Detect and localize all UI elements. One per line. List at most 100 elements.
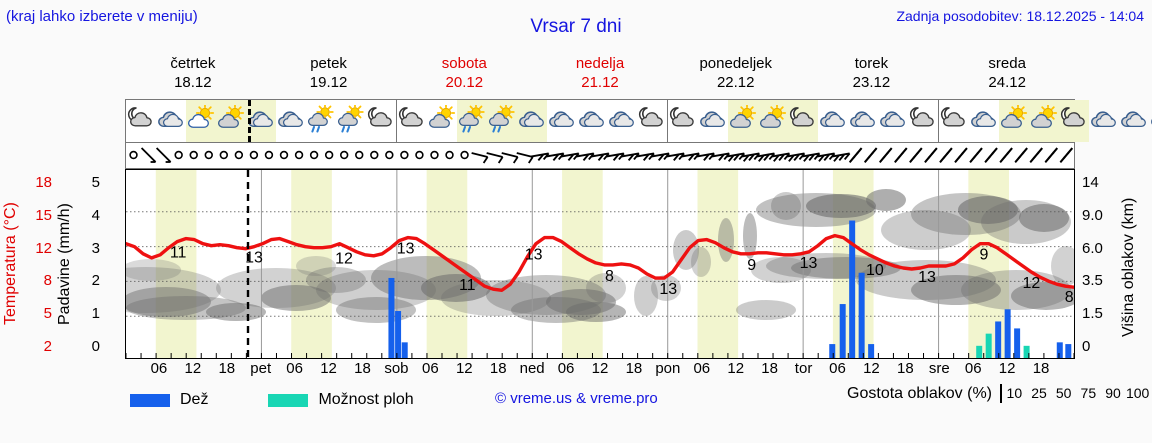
cloud-density-legend: Gostota oblakov (%) 10 25 50 75 90 100 xyxy=(847,384,1150,403)
day-name: četrtek xyxy=(170,55,216,72)
weather-icon-cloud-moon xyxy=(126,100,156,142)
day-header-0: četrtek 18.12 xyxy=(125,55,261,98)
time-tick-label: 12 xyxy=(591,360,609,377)
weather-icon-cloud-rain-sun xyxy=(487,100,517,142)
page-title: Vrsar 7 dni xyxy=(530,16,622,37)
time-tick-label: 12 xyxy=(863,360,880,377)
location-hint: (kraj lahko izberete v meniju) xyxy=(6,8,198,25)
weather-icon-cloud xyxy=(276,100,306,142)
cloud-density-gradient: 10 25 50 75 90 100 xyxy=(1000,384,1150,403)
weather-icon-cloud-moon xyxy=(788,100,818,142)
weather-icon-cloud-moon xyxy=(397,100,427,142)
showers-swatch xyxy=(268,393,309,407)
svg-text:12: 12 xyxy=(335,251,353,268)
time-tick-label: 18 xyxy=(1032,360,1050,377)
axis-tick: 8 xyxy=(43,272,52,290)
weather-icon-cloud xyxy=(607,100,637,142)
day-date: 24.12 xyxy=(988,73,1026,91)
day-name: petek xyxy=(310,55,347,72)
weather-icon-row xyxy=(125,99,1152,143)
weather-icon-cloud-rain-sun xyxy=(457,100,487,142)
time-tick-label: 06 xyxy=(150,360,168,377)
time-tick-label: ned xyxy=(519,360,545,377)
svg-text:13: 13 xyxy=(397,241,415,258)
time-tick-label: 18 xyxy=(761,360,778,377)
axis-tick: 3.5 xyxy=(1082,272,1103,290)
svg-text:9: 9 xyxy=(747,257,756,274)
time-tick-label: sob xyxy=(384,360,409,377)
weather-icon-cloud-sun xyxy=(758,100,788,142)
icon-day-0 xyxy=(126,100,397,142)
weather-icon-cloud-sun xyxy=(728,100,758,142)
axis-tick: 18 xyxy=(35,174,52,191)
axis-tick: 2 xyxy=(43,338,52,355)
weather-icon-cloud-sun xyxy=(427,100,457,142)
weather-icon-cloud xyxy=(878,100,908,142)
svg-text:11: 11 xyxy=(459,277,476,294)
time-tick-label: 18 xyxy=(625,360,643,377)
weather-icon-cloud-moon xyxy=(637,100,667,142)
time-tick-label: 06 xyxy=(693,360,711,377)
day-header-3: nedelja 21.12 xyxy=(532,55,668,98)
time-tick-label: 06 xyxy=(964,360,982,377)
day-header-2: sobota 20.12 xyxy=(396,55,532,98)
weather-icon-cloud-sun-blue xyxy=(186,100,216,142)
time-tick-label: 18 xyxy=(489,360,507,377)
day-date: 23.12 xyxy=(852,73,891,91)
day-name: sobota xyxy=(441,55,487,72)
svg-text:12: 12 xyxy=(1022,275,1040,292)
weather-icon-cloud-moon xyxy=(1059,100,1089,142)
weather-icon-cloud-sun xyxy=(999,100,1029,142)
precipitation-axis-title: Padavine (mm/h) xyxy=(56,203,73,325)
icon-day-3 xyxy=(939,100,1152,142)
axis-tick: 4 xyxy=(91,206,100,224)
time-tick-label: 06 xyxy=(557,360,575,377)
time-tick-label: 12 xyxy=(184,360,202,377)
axis-tick: 5 xyxy=(91,174,100,191)
cloud-density-tick: 100 xyxy=(1125,385,1150,401)
svg-text:10: 10 xyxy=(866,262,884,279)
axis-tick: 0 xyxy=(91,338,100,355)
time-tick-label: pet xyxy=(250,360,272,377)
time-tick-label: 18 xyxy=(897,360,914,377)
weather-icon-cloud xyxy=(156,100,186,142)
weather-icon-cloud-sun xyxy=(216,100,246,142)
cloud-density-tick: 75 xyxy=(1080,385,1097,401)
weather-icon-cloud xyxy=(547,100,577,142)
weather-icon-cloud xyxy=(969,100,999,142)
svg-text:8: 8 xyxy=(605,268,614,285)
weather-icon-cloud-moon xyxy=(908,100,938,142)
weather-icon-cloud xyxy=(577,100,607,142)
svg-text:11: 11 xyxy=(170,245,187,262)
weather-icon-cloud xyxy=(848,100,878,142)
axis-tick: 14 xyxy=(1082,174,1099,191)
precipitation-axis-ticks: 5 4 3 2 1 0 xyxy=(80,169,100,359)
time-tick-label: 06 xyxy=(286,360,303,377)
time-tick-label: pon xyxy=(655,360,681,377)
icon-day-2 xyxy=(668,100,939,142)
svg-text:13: 13 xyxy=(659,281,677,298)
svg-text:13: 13 xyxy=(525,247,543,264)
day-date: 22.12 xyxy=(716,73,755,91)
axis-tick: 5 xyxy=(43,305,52,323)
weather-icon-cloud-moon xyxy=(668,100,698,142)
cloud-height-axis-title: Višina oblakov (km) xyxy=(1120,197,1137,337)
day-date: 18.12 xyxy=(174,73,212,91)
rain-swatch xyxy=(130,393,170,407)
rain-legend-label: Dež xyxy=(180,391,209,408)
cloud-height-axis-ticks: 14 9.0 6.0 3.5 1.5 0 xyxy=(1082,169,1122,359)
weather-icon-cloud xyxy=(818,100,848,142)
day-name: torek xyxy=(854,55,889,72)
cloud-density-tick: 10 xyxy=(1006,385,1023,401)
time-tick-label: 18 xyxy=(218,360,236,377)
cloud-density-tick: 90 xyxy=(1105,385,1121,401)
copyright-notice: © vreme.us & vreme.pro xyxy=(495,390,658,407)
time-tick-label: 12 xyxy=(727,360,745,377)
time-tick-label: 06 xyxy=(422,360,439,377)
cloud-density-legend-label: Gostota oblakov (%) xyxy=(847,385,992,402)
day-name: nedelja xyxy=(575,55,625,72)
last-updated: Zadnja posodobitev: 18.12.2025 - 14:04 xyxy=(896,8,1144,24)
svg-text:13: 13 xyxy=(800,255,818,272)
day-name: sreda xyxy=(988,55,1026,72)
wind-barb-row xyxy=(125,143,1075,169)
